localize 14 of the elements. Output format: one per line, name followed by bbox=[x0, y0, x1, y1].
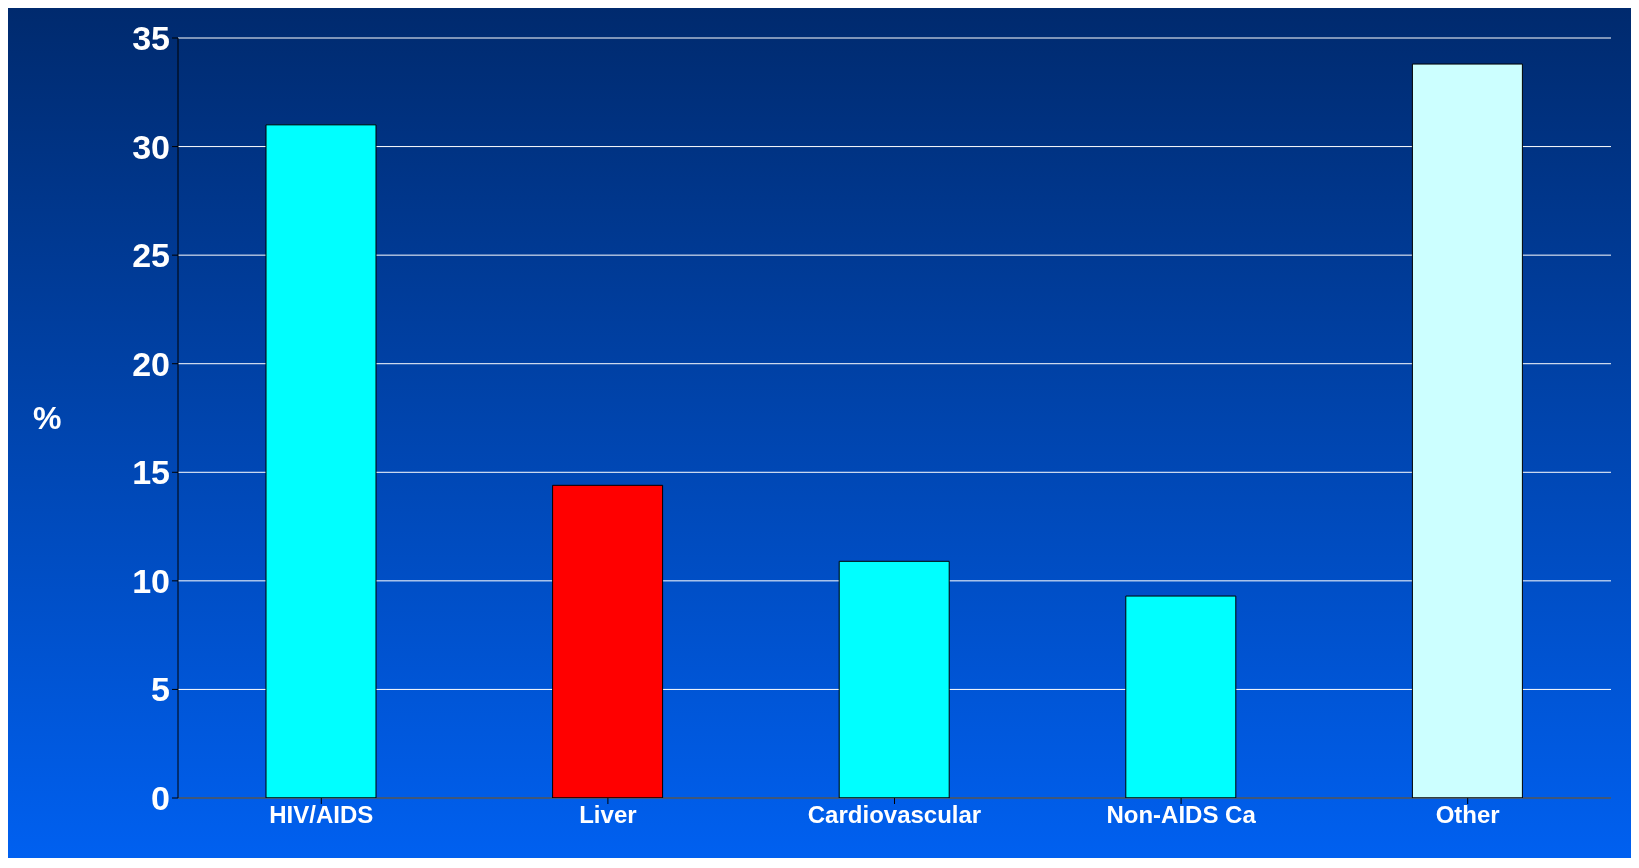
y-tick-label: 15 bbox=[132, 453, 170, 492]
y-tick-label: 10 bbox=[132, 561, 170, 600]
y-axis-title: % bbox=[33, 400, 62, 437]
y-tick-label: 35 bbox=[132, 19, 170, 58]
x-tick-label: HIV/AIDS bbox=[269, 801, 374, 829]
y-tick-label: 30 bbox=[132, 127, 170, 166]
y-tick-label: 0 bbox=[151, 779, 170, 818]
x-tick-label: Liver bbox=[579, 801, 637, 829]
x-tick-label: Non-AIDS Ca bbox=[1106, 801, 1257, 829]
y-tick-label: 25 bbox=[132, 236, 170, 275]
y-tick-label: 20 bbox=[132, 344, 170, 383]
y-tick-label: 5 bbox=[151, 670, 170, 709]
x-tick-label: Cardiovascular bbox=[807, 801, 982, 829]
x-tick-label: Other bbox=[1435, 801, 1500, 829]
